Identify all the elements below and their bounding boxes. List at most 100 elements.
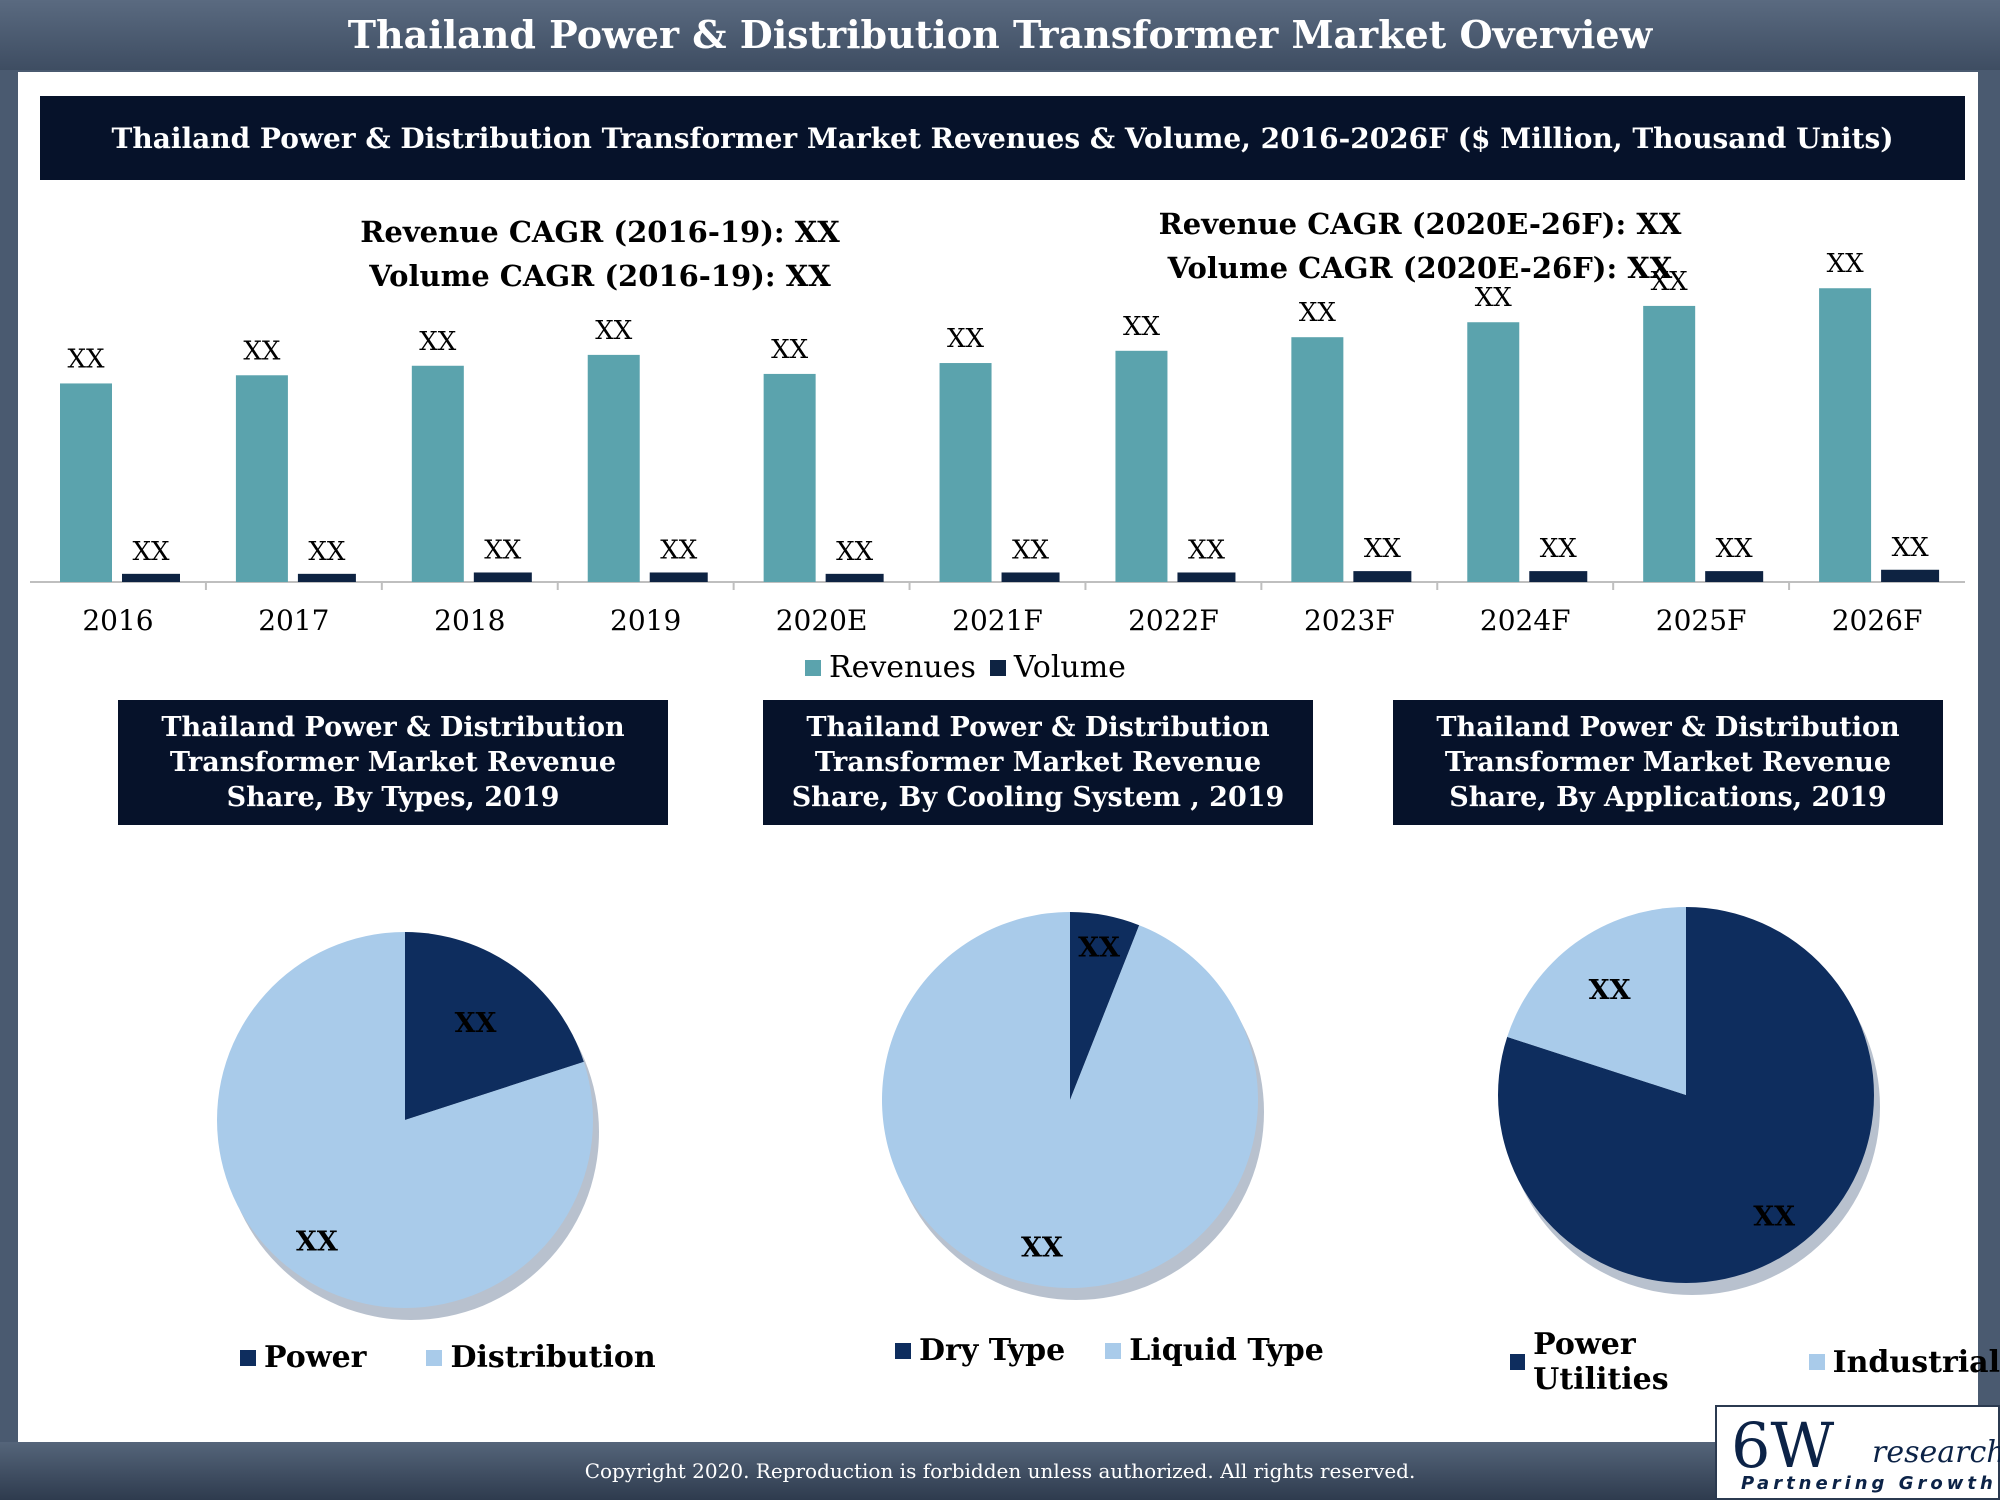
pie-legend-types: Power Distribution bbox=[240, 1340, 656, 1375]
legend-swatch-liquid-type bbox=[1105, 1342, 1122, 1359]
bar-label-volume: XX bbox=[836, 537, 874, 567]
pie-label-power: XX bbox=[455, 1008, 497, 1039]
bar-label-volume: XX bbox=[132, 537, 170, 567]
copyright-text: Copyright 2020. Reproduction is forbidde… bbox=[584, 1459, 1416, 1483]
pie-slice-distribution bbox=[216, 932, 593, 1308]
main-chart-banner: Thailand Power & Distribution Transforme… bbox=[40, 96, 1965, 180]
pie-banner-applications: Thailand Power & Distribution Transforme… bbox=[1393, 700, 1943, 825]
bar-revenues bbox=[235, 375, 288, 582]
pie-chart-types: XX XX bbox=[216, 932, 599, 1320]
x-tick-label: 2025F bbox=[1656, 604, 1747, 637]
x-tick-label: 2018 bbox=[434, 604, 505, 637]
legend-swatch-revenues bbox=[805, 659, 821, 676]
legend-item-power-utilities: Power Utilities bbox=[1510, 1327, 1769, 1397]
footer-bar bbox=[0, 1442, 2000, 1500]
bar-revenues bbox=[60, 383, 112, 582]
bar-label-revenues: XX bbox=[595, 316, 633, 346]
bar-label-revenues: XX bbox=[1651, 267, 1689, 297]
bar-revenues bbox=[1115, 350, 1168, 582]
legend-swatch-distribution bbox=[426, 1349, 443, 1366]
bar-label-volume: XX bbox=[1012, 535, 1050, 565]
pie-slice-dry-type bbox=[1070, 912, 1140, 1100]
logo-main-text: 6W bbox=[1731, 1409, 1835, 1482]
bar-revenues bbox=[411, 365, 464, 582]
legend-swatch-volume bbox=[989, 659, 1006, 676]
page-title: Thailand Power & Distribution Transforme… bbox=[347, 12, 1653, 57]
legend-item-volume: Volume bbox=[989, 650, 1126, 685]
pie-label-industrial: XX bbox=[1589, 975, 1631, 1006]
pie-chart-cooling: XX XX bbox=[882, 912, 1264, 1300]
legend-label-power-utilities: Power Utilities bbox=[1533, 1327, 1669, 1397]
bar-label-revenues: XX bbox=[419, 327, 457, 357]
bar-revenues bbox=[1291, 337, 1344, 582]
bar-label-revenues: XX bbox=[1123, 312, 1161, 342]
legend-label-volume: Volume bbox=[1013, 650, 1126, 685]
bar-label-revenues: XX bbox=[243, 336, 281, 366]
legend-item-revenues: Revenues bbox=[805, 650, 976, 685]
x-tick-label: 2020E bbox=[776, 604, 868, 637]
pie-label-liquid-type: XX bbox=[1021, 1232, 1063, 1263]
x-tick-label: 2019 bbox=[610, 604, 681, 637]
legend-label-revenues: Revenues bbox=[829, 650, 976, 685]
x-tick-label: 2026F bbox=[1832, 604, 1923, 637]
legend-swatch-dry-type bbox=[895, 1342, 911, 1359]
bar-revenues bbox=[763, 373, 816, 582]
bar-label-volume: XX bbox=[484, 535, 522, 565]
bar-volume bbox=[297, 573, 356, 582]
pie-chart-applications: XX XX bbox=[1498, 907, 1880, 1295]
bar-label-revenues: XX bbox=[771, 335, 809, 365]
legend-swatch-power-utilities bbox=[1510, 1354, 1526, 1370]
bar-revenues bbox=[1643, 305, 1696, 582]
bar-volume bbox=[473, 572, 532, 582]
bar-label-revenues: XX bbox=[947, 324, 985, 354]
bar-revenues bbox=[1467, 322, 1520, 582]
legend-item-distribution: Distribution bbox=[426, 1340, 656, 1375]
pie-label-dry-type: XX bbox=[1078, 933, 1120, 964]
x-tick-label: 2016 bbox=[82, 604, 153, 637]
bar-volume bbox=[1705, 571, 1764, 582]
bar-label-volume: XX bbox=[1364, 534, 1402, 564]
legend-label-power: Power bbox=[264, 1340, 367, 1375]
bar-legend: Revenues Volume bbox=[805, 650, 1126, 685]
bar-volume bbox=[1881, 569, 1940, 582]
x-tick-label: 2021F bbox=[952, 604, 1043, 637]
bar-label-revenues: XX bbox=[1475, 283, 1513, 313]
x-tick-label: 2024F bbox=[1480, 604, 1571, 637]
bar-label-volume: XX bbox=[308, 537, 346, 567]
pie-slice-industrial bbox=[1507, 907, 1686, 1095]
x-tick-label: 2017 bbox=[258, 604, 329, 637]
bar-label-volume: XX bbox=[1540, 534, 1578, 564]
legend-label-liquid-type: Liquid Type bbox=[1129, 1333, 1324, 1368]
revenue-cagr-left: Revenue CAGR (2016-19): XX bbox=[360, 215, 840, 249]
legend-label-dry-type: Dry Type bbox=[919, 1333, 1066, 1368]
volume-cagr-right: Volume CAGR (2020E-26F): XX bbox=[1167, 251, 1673, 285]
company-logo: 6W research Partnering Growth bbox=[1715, 1405, 2000, 1500]
bar-volume bbox=[122, 573, 180, 582]
x-tick-label: 2022F bbox=[1128, 604, 1219, 637]
bar-label-revenues: XX bbox=[67, 344, 105, 374]
legend-label-distribution: Distribution bbox=[450, 1340, 656, 1375]
bar-label-revenues: XX bbox=[1827, 249, 1865, 279]
pie-banner-cooling: Thailand Power & Distribution Transforme… bbox=[763, 700, 1313, 825]
bar-label-volume: XX bbox=[1716, 534, 1754, 564]
legend-item-dry-type: Dry Type bbox=[895, 1333, 1065, 1368]
legend-item-power: Power bbox=[240, 1340, 366, 1375]
volume-cagr-left: Volume CAGR (2016-19): XX bbox=[369, 259, 831, 293]
bar-label-volume: XX bbox=[1892, 533, 1930, 563]
bar-volume bbox=[649, 572, 708, 582]
pie-legend-applications: Power Utilities Industrial bbox=[1510, 1327, 2000, 1397]
logo-tagline: Partnering Growth bbox=[1741, 1473, 1997, 1494]
bar-label-volume: XX bbox=[1188, 535, 1226, 565]
pie-label-distribution: XX bbox=[296, 1226, 338, 1257]
bar-revenues bbox=[1819, 288, 1872, 582]
title-bar bbox=[0, 0, 2000, 70]
pie-label-power-utilities: XX bbox=[1753, 1201, 1795, 1232]
legend-swatch-power bbox=[240, 1349, 256, 1366]
bar-volume bbox=[1001, 572, 1060, 582]
logo-sub-text: research bbox=[1872, 1435, 2000, 1470]
pie-banner-types: Thailand Power & Distribution Transforme… bbox=[118, 700, 668, 825]
legend-swatch-industrial bbox=[1808, 1354, 1825, 1370]
pie-legend-cooling: Dry Type Liquid Type bbox=[895, 1333, 1324, 1368]
bar-volume bbox=[1353, 571, 1412, 582]
bar-label-volume: XX bbox=[660, 535, 698, 565]
